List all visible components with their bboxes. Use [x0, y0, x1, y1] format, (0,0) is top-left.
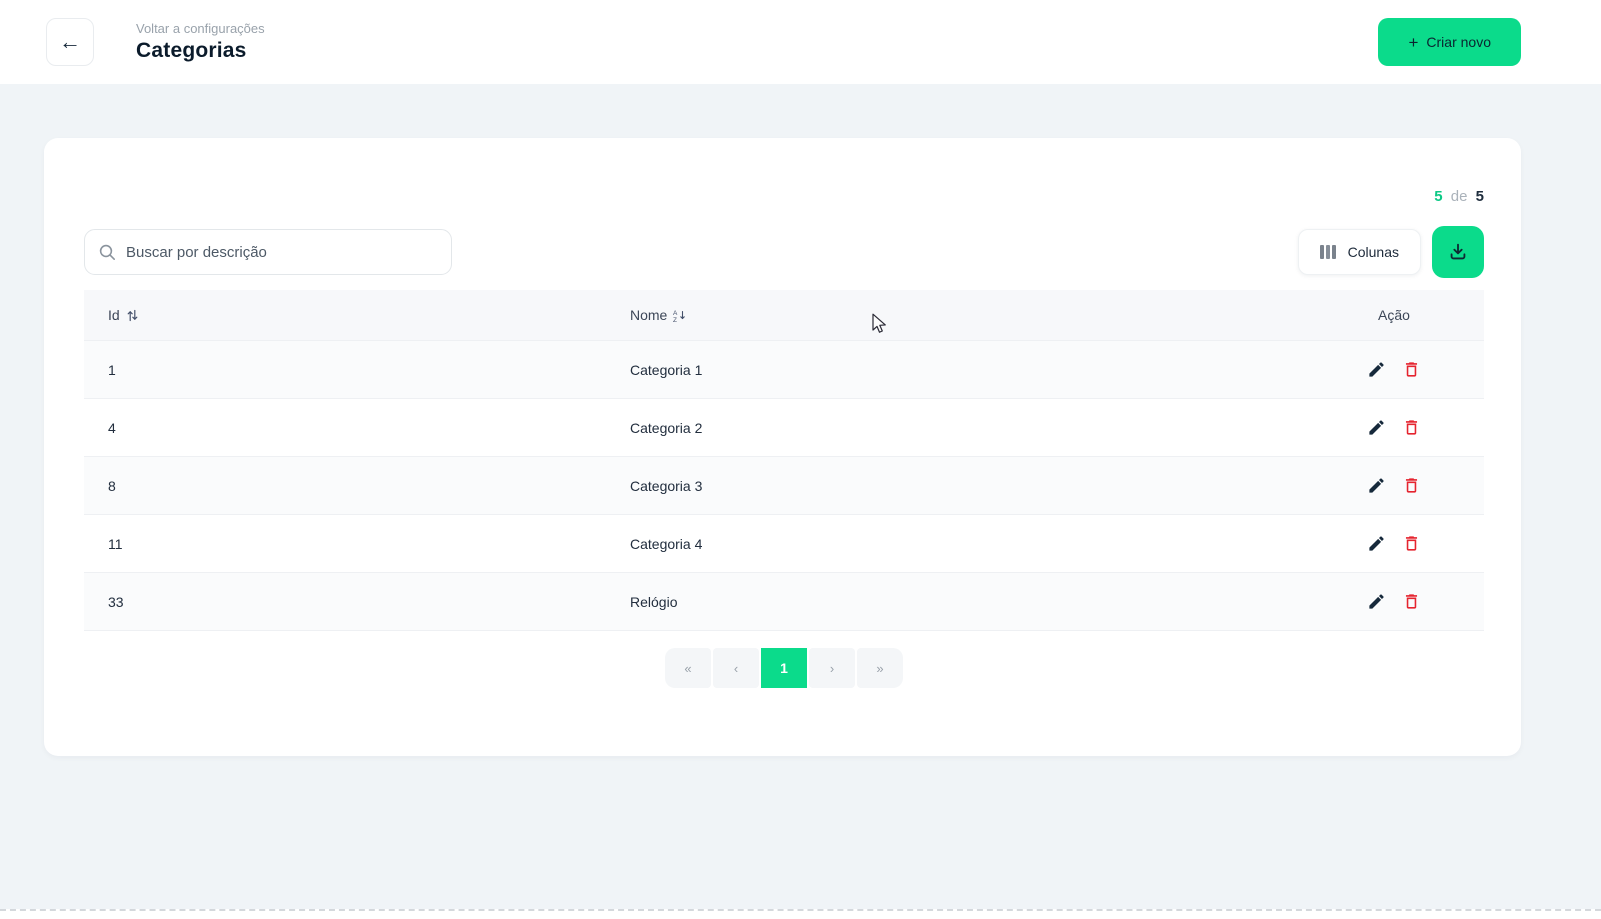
- delete-button[interactable]: [1402, 534, 1421, 553]
- cell-id: 33: [108, 593, 124, 610]
- plus-icon: +: [1408, 32, 1419, 52]
- pagination-next-button[interactable]: ›: [809, 648, 855, 688]
- top-bar: ← Voltar a configurações Categorias + Cr…: [0, 0, 1601, 84]
- svg-text:Z: Z: [673, 317, 677, 322]
- trash-icon: [1405, 420, 1418, 435]
- cell-id: 11: [108, 535, 123, 552]
- svg-text:A: A: [673, 310, 678, 317]
- sort-arrows-icon: [127, 309, 138, 321]
- table-toolbar: Colunas: [84, 226, 1484, 278]
- table-row: 1 Categoria 1: [84, 340, 1484, 398]
- column-name-label: Nome: [630, 307, 668, 323]
- edit-button[interactable]: [1367, 592, 1386, 611]
- trash-icon: [1405, 362, 1418, 377]
- page-title: Categorias: [136, 39, 247, 62]
- create-new-button[interactable]: + Criar novo: [1378, 18, 1521, 66]
- download-icon: [1450, 243, 1466, 260]
- trash-icon: [1405, 478, 1418, 493]
- column-id-label: Id: [108, 307, 120, 323]
- pagination-page-1[interactable]: 1: [761, 648, 807, 688]
- delete-button[interactable]: [1402, 360, 1421, 379]
- create-new-label: Criar novo: [1426, 34, 1491, 50]
- pencil-icon: [1369, 362, 1384, 377]
- cell-name: Categoria 3: [630, 477, 703, 494]
- columns-icon: [1319, 245, 1336, 259]
- column-header-action: Ação: [1344, 307, 1484, 323]
- search-icon: [99, 244, 116, 261]
- columns-label: Colunas: [1347, 244, 1399, 260]
- categories-card: 5 de 5 Colunas: [44, 138, 1521, 756]
- pencil-icon: [1369, 594, 1384, 609]
- columns-button[interactable]: Colunas: [1297, 229, 1421, 275]
- table-header: Id Nome A Z Ação: [84, 290, 1484, 340]
- download-button[interactable]: [1432, 226, 1484, 278]
- table-row: 4 Categoria 2: [84, 398, 1484, 456]
- pagination-first-button[interactable]: «: [665, 648, 711, 688]
- edit-button[interactable]: [1367, 476, 1386, 495]
- cell-actions: [1344, 534, 1484, 553]
- edit-button[interactable]: [1367, 360, 1386, 379]
- sort-az-icon: A Z: [673, 310, 686, 322]
- categories-table: Id Nome A Z Ação: [84, 290, 1484, 631]
- toolbar-right: Colunas: [1297, 226, 1484, 278]
- count-total: 5: [1475, 188, 1484, 205]
- cell-name: Relógio: [630, 593, 678, 610]
- pagination-last-button[interactable]: »: [857, 648, 903, 688]
- cell-actions: [1344, 592, 1484, 611]
- delete-button[interactable]: [1402, 592, 1421, 611]
- arrow-left-icon: ←: [59, 29, 81, 54]
- cell-id: 8: [108, 477, 116, 494]
- pagination-prev-button[interactable]: ‹: [713, 648, 759, 688]
- cell-actions: [1344, 418, 1484, 437]
- search-input[interactable]: [126, 243, 438, 261]
- cell-name: Categoria 1: [630, 361, 703, 378]
- delete-button[interactable]: [1402, 418, 1421, 437]
- table-row: 8 Categoria 3: [84, 456, 1484, 514]
- cell-id: 1: [108, 361, 116, 378]
- pencil-icon: [1369, 478, 1384, 493]
- table-row: 33 Relógio: [84, 572, 1484, 630]
- pagination: « ‹ 1 › »: [84, 648, 1484, 688]
- column-header-id[interactable]: Id: [84, 307, 604, 323]
- count-separator: de: [1450, 188, 1468, 205]
- delete-button[interactable]: [1402, 476, 1421, 495]
- cell-actions: [1344, 360, 1484, 379]
- column-action-label: Ação: [1378, 307, 1410, 323]
- header-text: Voltar a configurações Categorias: [136, 21, 265, 63]
- cell-id: 4: [108, 419, 116, 436]
- table-body: 1 Categoria 1 4 Categoria 2: [84, 340, 1484, 631]
- results-count: 5 de 5: [84, 138, 1484, 206]
- cell-name: Categoria 2: [630, 419, 703, 436]
- table-row: 11 Categoria 4: [84, 514, 1484, 572]
- edit-button[interactable]: [1367, 418, 1386, 437]
- back-button[interactable]: ←: [46, 18, 94, 66]
- page-bottom-divider: [0, 909, 1601, 919]
- edit-button[interactable]: [1367, 534, 1386, 553]
- trash-icon: [1405, 536, 1418, 551]
- pencil-icon: [1369, 420, 1384, 435]
- trash-icon: [1405, 594, 1418, 609]
- pencil-icon: [1369, 536, 1384, 551]
- search-box[interactable]: [84, 229, 452, 275]
- count-current: 5: [1434, 188, 1443, 205]
- column-header-name[interactable]: Nome A Z: [604, 307, 1344, 323]
- cell-actions: [1344, 476, 1484, 495]
- cell-name: Categoria 4: [630, 535, 703, 552]
- breadcrumb: Voltar a configurações: [136, 21, 265, 36]
